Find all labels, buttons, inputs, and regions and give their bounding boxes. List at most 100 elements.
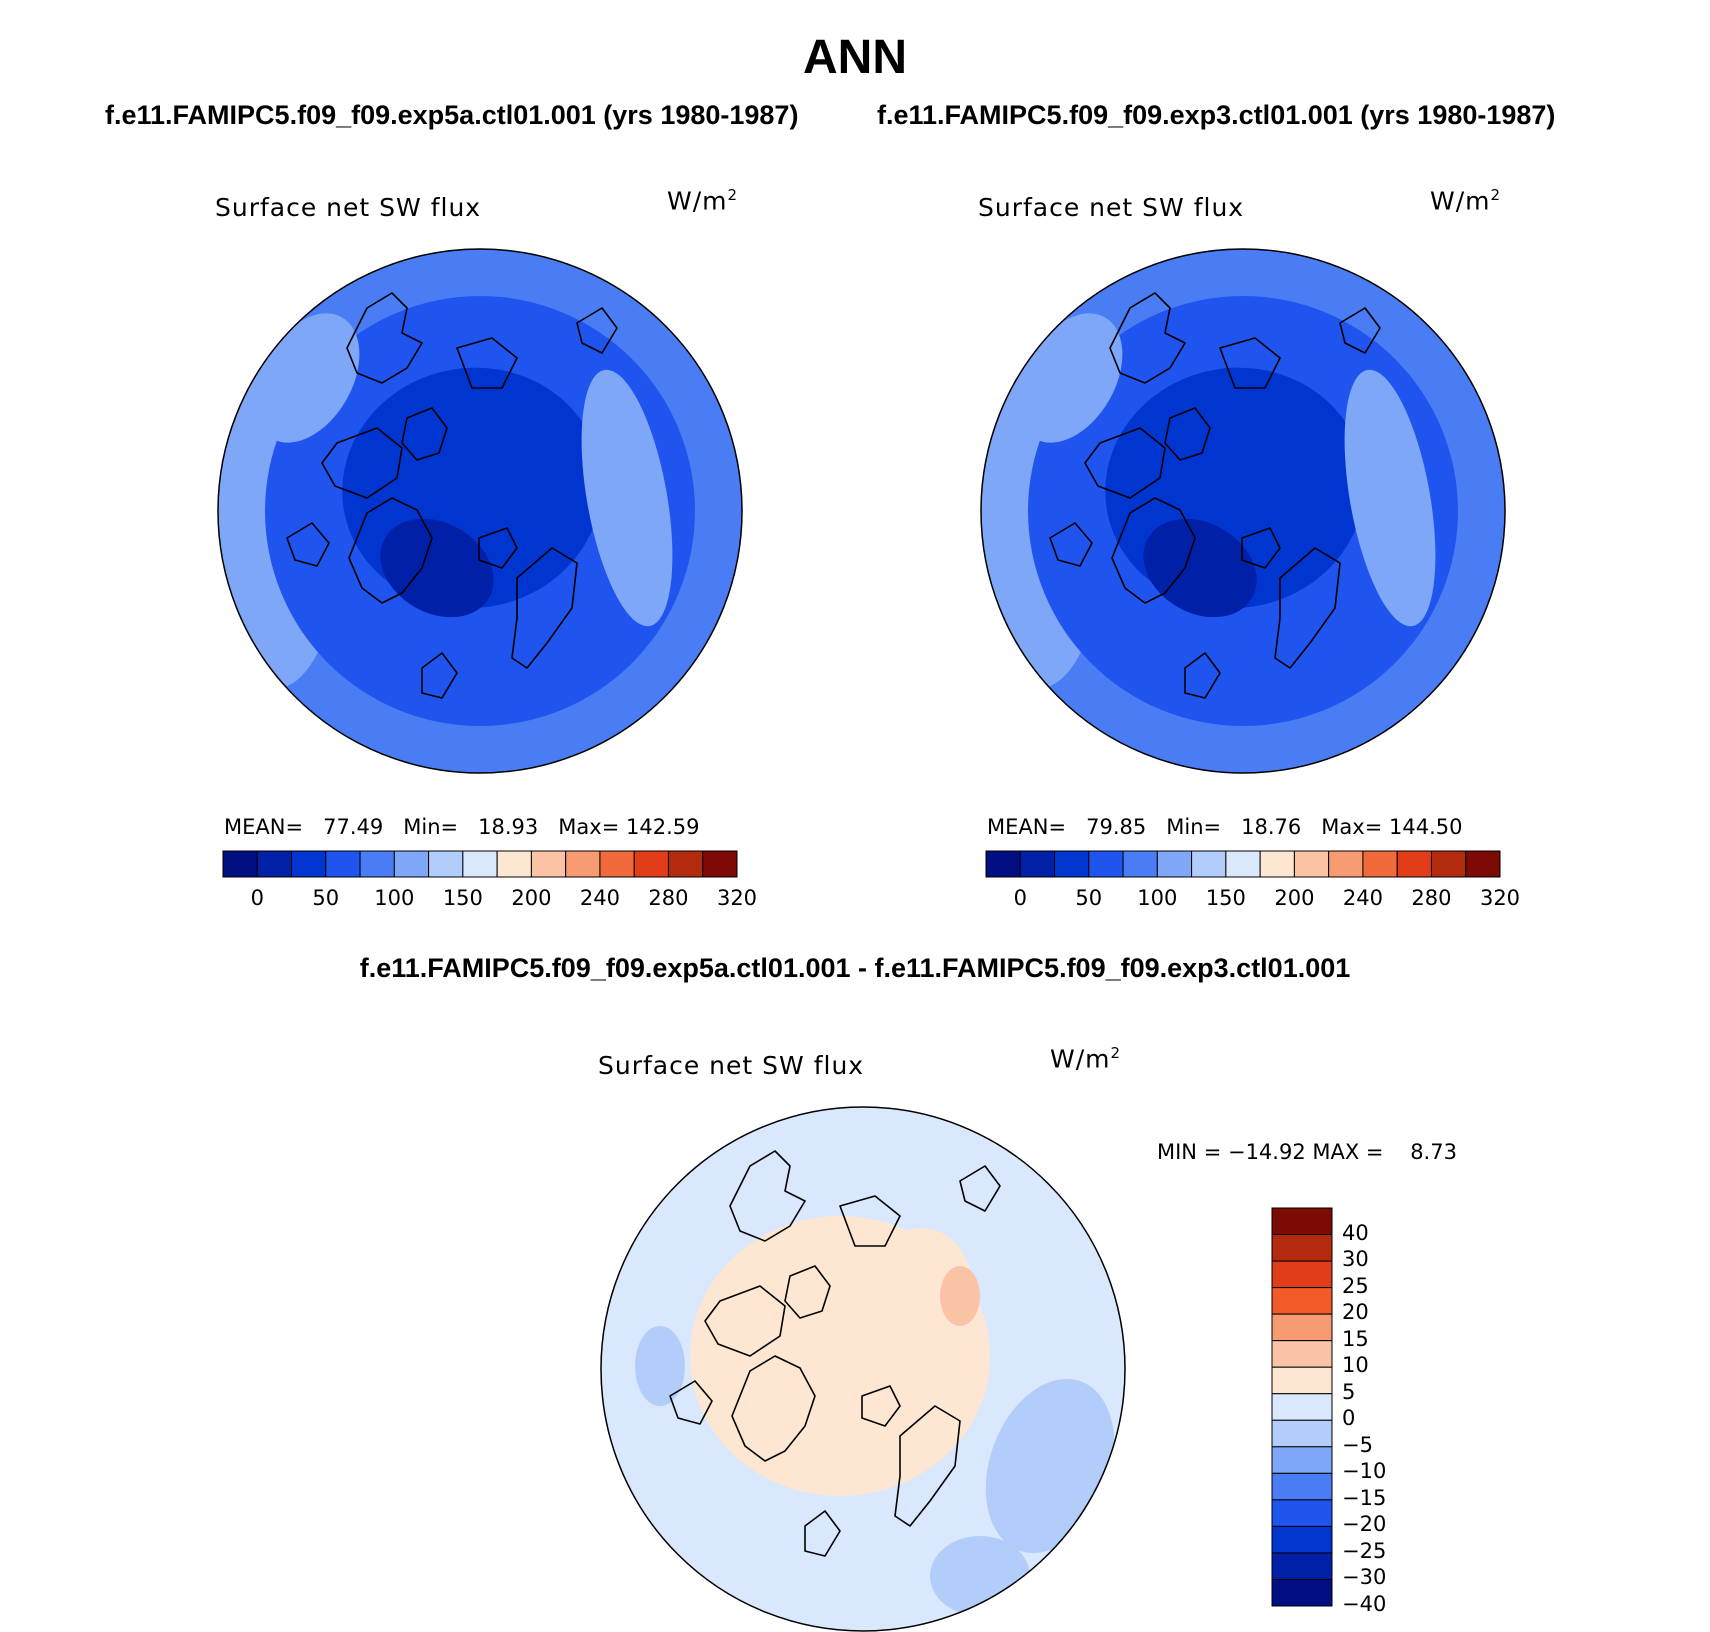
- colorbar-swatch: [462, 850, 498, 878]
- colorbar-ticks-right: 0 50 100 150 200 240 280 320: [986, 886, 1520, 912]
- colorbar-swatch: [1465, 850, 1501, 878]
- coastline: [1049, 522, 1093, 567]
- colorbar-tick-label: 240: [579, 886, 620, 910]
- coastline: [1164, 407, 1211, 461]
- colorbar-swatch: [1271, 1207, 1333, 1236]
- colorbar-swatch: [1271, 1472, 1333, 1501]
- colorbar-difference: [1271, 1207, 1333, 1607]
- colorbar-tick-label: 150: [442, 886, 483, 910]
- min-value: 18.93: [478, 815, 539, 839]
- colorbar-right: [985, 850, 1501, 878]
- coastline: [1274, 547, 1341, 669]
- colorbar-tick-label: 100: [1137, 886, 1178, 910]
- colorbar-swatch: [393, 850, 430, 878]
- field-region: [581, 369, 673, 627]
- colorbar-tick-label: 200: [1274, 886, 1315, 910]
- mean-value: 79.85: [1086, 815, 1147, 839]
- field-region: [1344, 369, 1436, 627]
- coastline: [1241, 527, 1281, 569]
- polar-map-right: [980, 248, 1506, 774]
- colorbar-swatch: [1271, 1552, 1333, 1580]
- colorbar-swatch: [291, 850, 327, 878]
- colorbar-tick-label: 200: [511, 886, 552, 910]
- colorbar-tick-label: −40: [1342, 1592, 1387, 1616]
- colorbar-swatch: [1122, 850, 1158, 878]
- colorbar-tick-label: −5: [1342, 1432, 1373, 1457]
- colorbar-swatch: [1430, 850, 1467, 878]
- colorbar-swatch: [1019, 850, 1056, 878]
- colorbar-swatch: [565, 850, 601, 878]
- colorbar-swatch: [702, 850, 738, 878]
- min-label: Min=: [1166, 815, 1222, 839]
- coastline: [1184, 652, 1221, 699]
- colorbar-tick-label: 0: [250, 886, 264, 910]
- colorbar-tick-label: 280: [648, 886, 689, 910]
- colorbar-tick-label: 0: [1342, 1406, 1356, 1431]
- colorbar-swatch: [1088, 850, 1124, 878]
- units-label-right: W/m2: [1430, 186, 1502, 216]
- coastline: [1109, 292, 1186, 384]
- colorbar-swatch: [359, 850, 395, 878]
- colorbar-tick-label: 0: [1013, 886, 1027, 910]
- coastline: [861, 1385, 901, 1427]
- field-region: [847, 1228, 973, 1384]
- stats-left: MEAN= 77.49 Min= 18.93 Max= 142.59: [224, 815, 699, 839]
- colorbar-tick-label: −25: [1342, 1538, 1387, 1563]
- colorbar-swatch: [1328, 850, 1364, 878]
- field-region: [1017, 313, 1123, 443]
- colorbar-swatch: [1271, 1313, 1333, 1342]
- field-region: [985, 1378, 1115, 1554]
- colorbar-swatch: [1271, 1287, 1333, 1315]
- coastline: [839, 1195, 901, 1247]
- colorbar-tick-label: 50: [1075, 886, 1103, 910]
- colorbar-tick-label: 50: [312, 886, 340, 910]
- colorbar-tick-label: 320: [716, 886, 758, 910]
- variable-label-left: Surface net SW flux: [215, 193, 482, 222]
- min-value: 18.76: [1241, 815, 1302, 839]
- stats-right: MEAN= 79.85 Min= 18.76 Max= 144.50: [987, 815, 1462, 839]
- colorbar-swatch: [1225, 850, 1261, 878]
- figure-title: ANN: [803, 31, 907, 84]
- field-region: [1143, 518, 1257, 618]
- coastline: [704, 1285, 786, 1357]
- coastline: [804, 1510, 841, 1557]
- colorbar-tick-label: 280: [1411, 886, 1452, 910]
- max-label: Max=: [558, 815, 620, 839]
- coastline: [401, 407, 448, 461]
- coastline: [1219, 337, 1281, 389]
- coastline: [1084, 427, 1166, 499]
- coastline: [669, 1380, 713, 1425]
- coastline: [478, 527, 518, 569]
- colorbar-tick-label: 10: [1342, 1353, 1369, 1378]
- colorbar-swatch: [599, 850, 635, 878]
- field-region: [380, 518, 494, 618]
- colorbar-swatch: [530, 850, 567, 878]
- coastline: [421, 652, 458, 699]
- colorbar-swatch: [325, 850, 361, 878]
- map-boundary: [980, 248, 1506, 774]
- colorbar-swatch: [1271, 1366, 1333, 1395]
- colorbar-swatch: [1271, 1260, 1333, 1289]
- colorbar-tick-label: 20: [1342, 1300, 1369, 1325]
- colorbar-tick-label: 30: [1342, 1247, 1369, 1272]
- variable-label-difference: Surface net SW flux: [598, 1051, 865, 1080]
- min-label: Min=: [403, 815, 459, 839]
- case-title-right: f.e11.FAMIPC5.f09_f09.exp3.ctl01.001 (yr…: [877, 100, 1556, 130]
- colorbar-tick-label: 15: [1342, 1326, 1369, 1351]
- colorbar-swatch: [428, 850, 464, 878]
- colorbar-tick-label: −15: [1342, 1485, 1387, 1510]
- case-title-left: f.e11.FAMIPC5.f09_f09.exp5a.ctl01.001 (y…: [105, 100, 799, 130]
- coastline: [576, 307, 618, 354]
- units-label-difference: W/m2: [1050, 1044, 1122, 1074]
- colorbar-swatch: [1271, 1393, 1333, 1421]
- colorbar-swatch: [1156, 850, 1193, 878]
- mean-value: 77.49: [323, 815, 384, 839]
- colorbar-tick-label: 150: [1205, 886, 1246, 910]
- coastline: [959, 1165, 1001, 1212]
- colorbar-swatch: [1396, 850, 1432, 878]
- colorbar-swatch: [1259, 850, 1295, 878]
- coastline: [1111, 497, 1196, 604]
- colorbar-swatch: [1293, 850, 1330, 878]
- variable-label-right: Surface net SW flux: [978, 193, 1245, 222]
- colorbar-ticks-difference: 40 30 25 20 15 10 5 0 −5 −10 −15 −20 −25 −30 −40: [1338, 1207, 1408, 1616]
